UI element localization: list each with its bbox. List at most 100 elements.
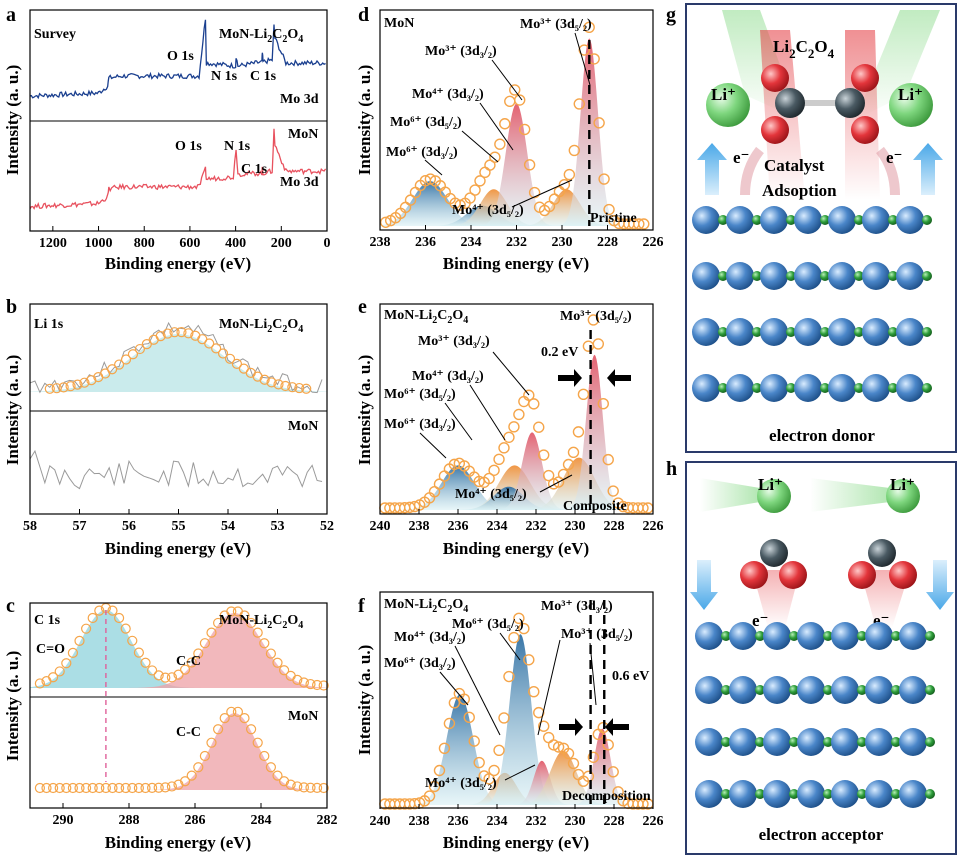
n-atom (820, 327, 830, 337)
data-circle (193, 762, 204, 773)
shift-arrow-left (605, 718, 629, 736)
x-tick-label: 226 (643, 235, 664, 250)
data-circle (577, 388, 590, 401)
electron-flow-left (740, 146, 764, 196)
o-atom (761, 64, 789, 92)
mo-atom (763, 780, 791, 808)
panel-f-sample: MoN-Li2C2O4 (384, 597, 468, 615)
data-circle (583, 21, 595, 33)
mo-atom (899, 622, 927, 650)
panel-letter-h: h (666, 458, 677, 480)
n-atom (823, 685, 833, 695)
panel-d-ylabel: Intensity (a. u.) (355, 65, 374, 176)
survey-trace (29, 128, 327, 210)
label-leader (574, 32, 591, 86)
up-arrow-right (913, 143, 943, 195)
n-atom (789, 685, 799, 695)
data-circle (301, 383, 312, 394)
panel-e: 240 238 236 234 232 230 228 226 Binding energy … (355, 303, 664, 558)
data-circle (305, 782, 316, 793)
data-circle (598, 173, 610, 185)
mo-atom (865, 780, 893, 808)
data-circle (72, 379, 83, 390)
data-circle (558, 178, 571, 191)
data-circle (231, 358, 243, 369)
data-circle (79, 377, 90, 388)
data-circle (523, 654, 535, 666)
panel-c-peak-co: C=O (36, 642, 65, 657)
n-atom (854, 271, 864, 281)
fitted-peak (380, 750, 653, 805)
peak-label: Mo⁴⁺ (3d₅/₂) (455, 487, 527, 502)
label-leader (504, 764, 536, 781)
panel-a-top-sample: MoN-Li2C2O4 (219, 27, 303, 45)
data-circle (552, 741, 565, 753)
n-atom (891, 737, 901, 747)
label-leader (492, 351, 530, 396)
data-circle (294, 382, 305, 394)
mo-atom (729, 676, 757, 704)
data-circle (528, 685, 540, 698)
data-circle (488, 764, 500, 777)
data-circle (87, 782, 98, 794)
mon-layers-g (692, 206, 932, 402)
data-circle (612, 786, 624, 798)
mon-layers-h (695, 622, 935, 808)
peak-label-n1s-bottom: N 1s (224, 139, 251, 154)
x-tick-label: 232 (526, 519, 547, 534)
peak-label-c1s-bottom: C 1s (241, 162, 268, 177)
data-circle (503, 431, 515, 443)
mo-atom (726, 318, 754, 346)
fitted-peak (380, 181, 653, 226)
panel-b-bottom-sample: MoN (288, 419, 318, 434)
data-circle (493, 453, 505, 466)
data-circle (474, 175, 486, 187)
panel-e-ticks: 240 238 236 234 232 230 228 226 (370, 509, 664, 534)
caption-electron-donor: electron donor (769, 426, 875, 445)
data-circle (204, 338, 215, 349)
mo-atom (865, 676, 893, 704)
x-tick-label: 228 (604, 814, 625, 829)
data-circle (173, 669, 184, 680)
n-atom (820, 215, 830, 225)
data-circle (592, 338, 605, 350)
n-atom (752, 383, 762, 393)
data-circle (272, 657, 283, 668)
data-circle (67, 782, 79, 794)
data-circle (193, 648, 204, 659)
data-circle (538, 720, 550, 732)
n-atom (721, 631, 731, 641)
x-tick-label: 53 (271, 519, 285, 534)
panel-b-xlabel: Binding energy (eV) (105, 539, 251, 558)
n-atom (789, 789, 799, 799)
panel-e-peak-labels: Mo³⁺ (3d₅/₂) Mo³⁺ (3d₃/₂) Mo⁴⁺ (3d₃/₂) Mo⁶⁺… (384, 309, 632, 502)
up-arrow-left (697, 143, 727, 195)
x-tick-label: 232 (526, 814, 547, 829)
data-circle (86, 375, 97, 386)
mo-atom (896, 206, 924, 234)
panel-f-peak-labels: Mo⁶⁺ (3d₅/₂)Mo⁴⁺ (3d₃/₂) Mo⁶⁺ (3d₃/₂) Mo³⁺… (384, 599, 633, 791)
data-circle (523, 389, 535, 401)
data-circle (140, 782, 151, 794)
x-tick-label: 55 (172, 519, 186, 534)
data-circle (463, 711, 475, 724)
data-circle (259, 750, 270, 762)
panel-c-frame (29, 602, 328, 809)
panel-h: Li⁺ Li⁺ e⁻ e⁻ electron acceptor (685, 461, 957, 855)
data-circle (464, 192, 476, 204)
panel-e-shift: 0.2 eV (541, 345, 578, 360)
li-label-h-right: Li⁺ (890, 475, 915, 494)
data-circle (602, 453, 614, 466)
data-circle (133, 647, 144, 658)
data-circle (54, 666, 65, 677)
x-tick-label: 1000 (85, 236, 113, 251)
mo-atom (692, 318, 720, 346)
n-atom (721, 685, 731, 695)
data-circle (133, 782, 144, 794)
data-circle (597, 398, 609, 410)
mo-atom (831, 780, 859, 808)
data-circle (498, 712, 510, 724)
data-circle (458, 693, 470, 705)
panel-f-state: Decomposition (562, 789, 651, 804)
li-atom-right (889, 83, 933, 127)
